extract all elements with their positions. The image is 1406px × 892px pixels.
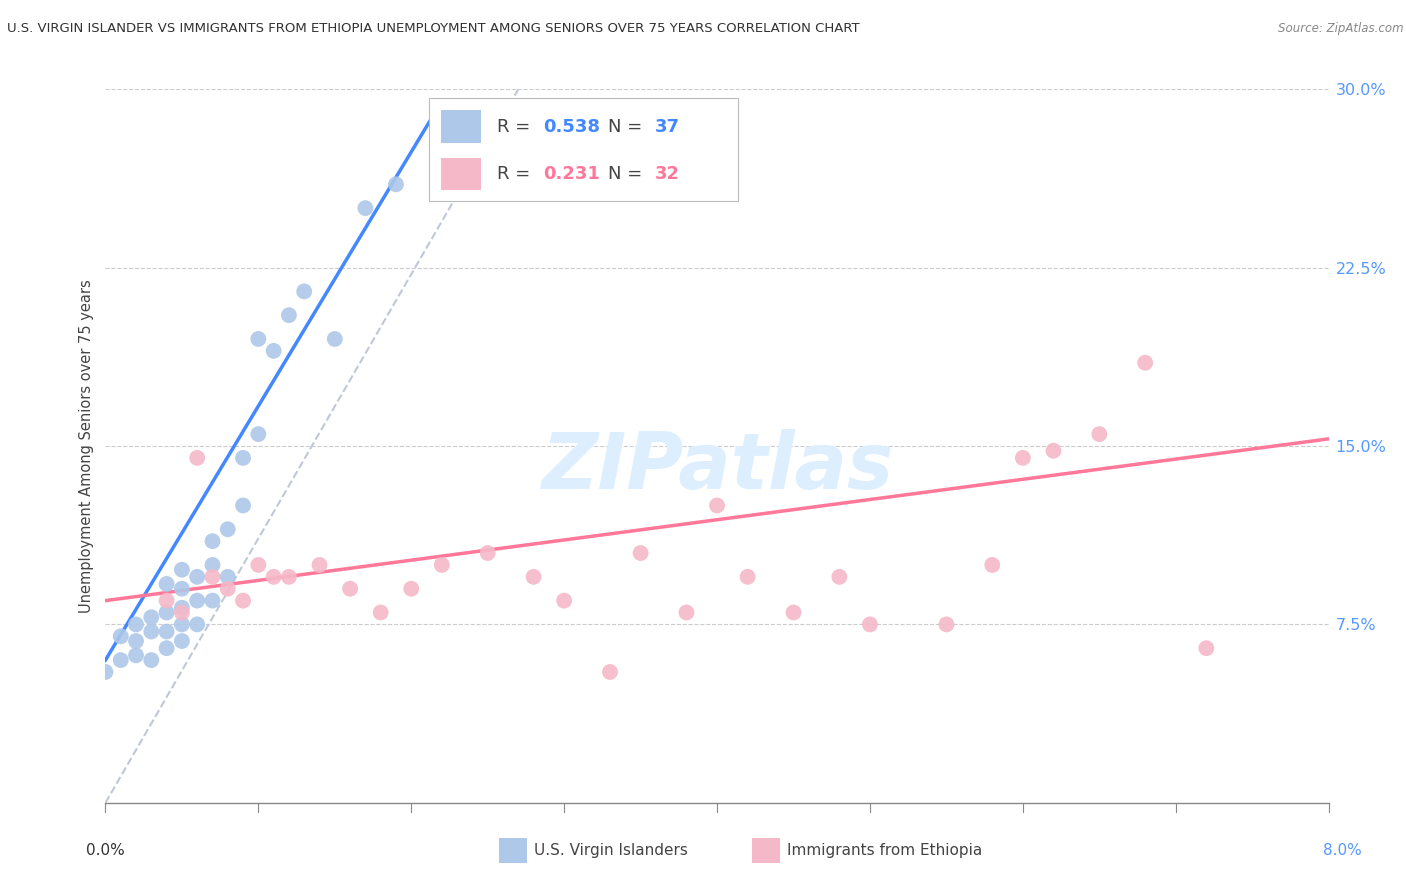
Point <box>125 648 148 663</box>
Point <box>170 563 193 577</box>
Text: 37: 37 <box>655 118 679 136</box>
Point <box>263 343 285 358</box>
Text: 32: 32 <box>655 165 679 183</box>
Point <box>217 582 239 596</box>
Point <box>599 665 621 679</box>
Point <box>247 427 270 442</box>
Point <box>156 577 179 591</box>
Text: U.S. VIRGIN ISLANDER VS IMMIGRANTS FROM ETHIOPIA UNEMPLOYMENT AMONG SENIORS OVER: U.S. VIRGIN ISLANDER VS IMMIGRANTS FROM … <box>7 22 859 36</box>
Point <box>1011 450 1033 465</box>
Point <box>156 606 179 620</box>
Point <box>125 617 148 632</box>
Point <box>170 634 193 648</box>
Point <box>292 285 315 299</box>
Point <box>186 617 208 632</box>
Point <box>170 617 193 632</box>
Point <box>828 570 851 584</box>
Point <box>141 624 163 639</box>
Point <box>186 593 208 607</box>
Point <box>782 606 804 620</box>
Point <box>430 142 453 156</box>
Point <box>385 178 408 192</box>
Point <box>125 634 148 648</box>
Text: U.S. Virgin Islanders: U.S. Virgin Islanders <box>534 844 688 858</box>
Point <box>141 610 163 624</box>
Text: N =: N = <box>609 165 648 183</box>
Point <box>247 332 270 346</box>
Text: Immigrants from Ethiopia: Immigrants from Ethiopia <box>787 844 983 858</box>
Point <box>232 499 254 513</box>
Text: Source: ZipAtlas.com: Source: ZipAtlas.com <box>1278 22 1403 36</box>
Point <box>94 665 117 679</box>
Point <box>156 593 179 607</box>
Point <box>430 558 453 572</box>
Point <box>1042 443 1064 458</box>
Text: ZIPatlas: ZIPatlas <box>541 429 893 506</box>
Point <box>630 546 652 560</box>
Point <box>523 570 546 584</box>
Point <box>217 522 239 536</box>
Point <box>156 624 179 639</box>
FancyBboxPatch shape <box>441 158 481 190</box>
FancyBboxPatch shape <box>441 111 481 144</box>
Point <box>278 308 301 322</box>
Point <box>247 558 270 572</box>
Point <box>706 499 728 513</box>
Point <box>401 582 423 596</box>
Point <box>370 606 392 620</box>
Point <box>110 629 132 643</box>
Point <box>737 570 759 584</box>
Point <box>1088 427 1111 442</box>
Point <box>170 606 193 620</box>
Text: R =: R = <box>496 118 536 136</box>
Point <box>110 653 132 667</box>
Point <box>217 570 239 584</box>
Point <box>935 617 957 632</box>
Point <box>477 546 499 560</box>
Text: 0.0%: 0.0% <box>86 843 125 858</box>
Point <box>170 600 193 615</box>
Point <box>170 582 193 596</box>
Point <box>201 534 224 549</box>
Point <box>1133 356 1156 370</box>
Point <box>675 606 697 620</box>
Point <box>232 450 254 465</box>
Text: 0.231: 0.231 <box>543 165 600 183</box>
Point <box>186 570 208 584</box>
Point <box>354 201 377 215</box>
Text: 0.538: 0.538 <box>543 118 600 136</box>
Point <box>201 558 224 572</box>
Text: 8.0%: 8.0% <box>1323 843 1362 858</box>
Point <box>339 582 361 596</box>
Point <box>201 570 224 584</box>
Point <box>263 570 285 584</box>
Point <box>553 593 575 607</box>
Point <box>186 450 208 465</box>
Point <box>156 641 179 656</box>
Point <box>201 593 224 607</box>
Text: N =: N = <box>609 118 648 136</box>
Point <box>278 570 301 584</box>
Point <box>232 593 254 607</box>
Point <box>141 653 163 667</box>
Y-axis label: Unemployment Among Seniors over 75 years: Unemployment Among Seniors over 75 years <box>79 279 94 613</box>
Point <box>1195 641 1218 656</box>
Point <box>323 332 346 346</box>
Text: R =: R = <box>496 165 536 183</box>
Point <box>308 558 330 572</box>
Point <box>981 558 1004 572</box>
Point <box>859 617 882 632</box>
